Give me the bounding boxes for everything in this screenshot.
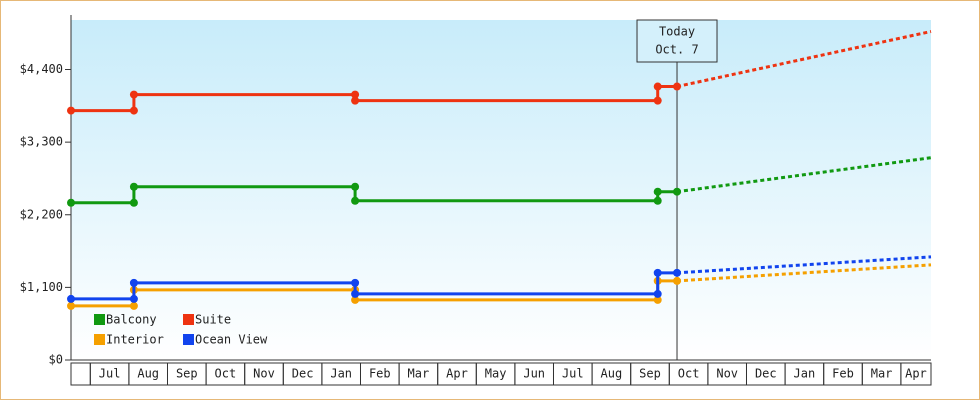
- projection-line: [676, 255, 932, 275]
- price-point: [129, 106, 138, 115]
- today-label: Today: [659, 25, 695, 39]
- price-point: [653, 268, 662, 277]
- y-tick-label: $0: [49, 353, 63, 367]
- y-tick-label: $3,300: [20, 135, 63, 149]
- x-tick-label: Aug: [137, 367, 159, 381]
- price-point: [351, 289, 360, 298]
- price-point: [129, 301, 138, 310]
- legend-swatch: [94, 334, 105, 345]
- price-point: [129, 182, 138, 191]
- y-tick-label: $4,400: [20, 62, 63, 76]
- legend-label: Balcony: [106, 313, 157, 327]
- x-tick-label: Apr: [905, 367, 927, 381]
- legend-label: Suite: [195, 313, 231, 327]
- x-tick-label: Jan: [794, 367, 816, 381]
- projection-line: [676, 30, 932, 89]
- price-point: [673, 82, 682, 91]
- x-tick-label: Jun: [523, 367, 545, 381]
- price-point: [129, 278, 138, 287]
- x-tick-label: May: [485, 367, 507, 381]
- x-tick-label: Sep: [176, 367, 198, 381]
- legend-label: Ocean View: [195, 333, 268, 347]
- price-point: [351, 182, 360, 191]
- x-tick-label: Jul: [99, 367, 121, 381]
- y-tick-label: $2,200: [20, 207, 63, 221]
- price-point: [67, 294, 75, 303]
- price-point: [653, 196, 662, 205]
- price-point: [129, 198, 138, 207]
- projection-line: [676, 263, 932, 283]
- price-point: [67, 198, 75, 207]
- x-tick-label: Dec: [292, 367, 314, 381]
- legend-swatch: [183, 334, 194, 345]
- legend-swatch: [94, 314, 105, 325]
- price-point: [653, 187, 662, 196]
- price-point: [653, 289, 662, 298]
- price-point: [653, 295, 662, 304]
- price-point: [351, 96, 360, 105]
- price-point: [351, 278, 360, 287]
- x-tick-label: Jan: [330, 367, 352, 381]
- today-box: [636, 19, 718, 63]
- x-tick-label: Feb: [369, 367, 391, 381]
- x-tick-label: Mar: [871, 367, 893, 381]
- x-tick-label: Oct: [215, 367, 237, 381]
- price-point: [351, 295, 360, 304]
- price-point: [673, 276, 682, 285]
- x-tick-label: Dec: [755, 367, 777, 381]
- y-tick-label: $1,100: [20, 280, 63, 294]
- today-date: Oct. 7: [655, 43, 698, 57]
- price-point: [67, 301, 75, 310]
- legend-label: Interior: [106, 333, 164, 347]
- legend-swatch: [183, 314, 194, 325]
- x-tick-label: Nov: [716, 367, 738, 381]
- x-tick-label: Sep: [639, 367, 661, 381]
- projection-line: [676, 156, 932, 194]
- x-tick-label: Jul: [562, 367, 584, 381]
- price-point: [67, 106, 75, 115]
- price-point: [351, 196, 360, 205]
- price-point: [351, 90, 360, 99]
- x-tick-label: Oct: [678, 367, 700, 381]
- price-point: [653, 96, 662, 105]
- price-point: [673, 268, 682, 277]
- x-tick-label: Aug: [601, 367, 623, 381]
- price-point: [129, 90, 138, 99]
- x-tick-label: Apr: [446, 367, 468, 381]
- x-tick-label: Feb: [832, 367, 854, 381]
- price-point: [673, 187, 682, 196]
- plot-area: [71, 20, 931, 360]
- x-tick-label: Mar: [408, 367, 430, 381]
- price-point: [129, 294, 138, 303]
- price-point: [653, 82, 662, 91]
- x-tick-label: Nov: [253, 367, 275, 381]
